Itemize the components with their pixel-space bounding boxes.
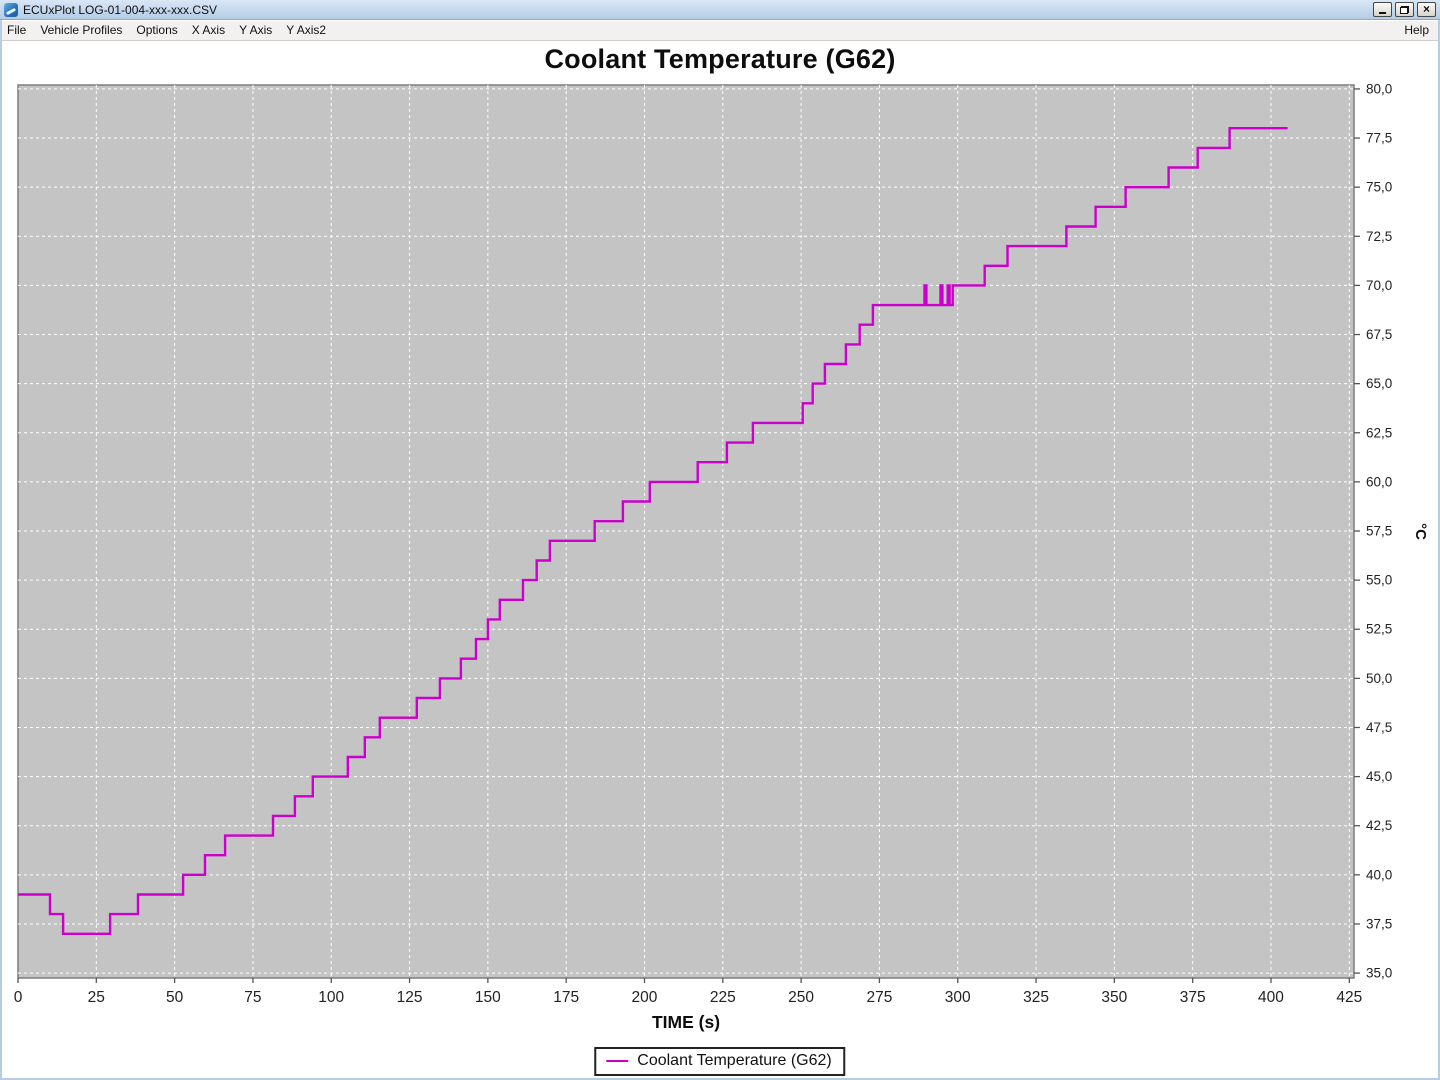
y-tick-label: 70,0 [1366, 278, 1392, 293]
y-tick-label: 67,5 [1366, 327, 1392, 342]
x-tick-label: 375 [1180, 989, 1206, 1006]
legend: Coolant Temperature (G62) [594, 1047, 846, 1076]
restore-icon [1400, 5, 1409, 14]
y-tick-label: 42,5 [1366, 818, 1392, 833]
y-tick-label: 72,5 [1366, 229, 1392, 244]
x-axis-label: TIME (s) [652, 1012, 720, 1032]
y-tick-label: 62,5 [1366, 425, 1392, 440]
minimize-icon [1379, 12, 1386, 14]
x-tick-label: 75 [244, 989, 261, 1006]
window-frame-right [1438, 20, 1440, 1080]
x-tick-label: 225 [710, 989, 736, 1006]
y-tick-label: 50,0 [1366, 671, 1392, 686]
y-tick-label: 52,5 [1366, 622, 1392, 637]
x-tick-label: 125 [397, 989, 423, 1006]
y-tick-label: 35,0 [1366, 966, 1392, 981]
y-tick-label: 80,0 [1366, 81, 1392, 96]
window-title: ECUxPlot LOG-01-004-xxx-xxx.CSV [23, 2, 218, 17]
y-tick-label: 60,0 [1366, 474, 1392, 489]
window-titlebar[interactable]: ECUxPlot LOG-01-004-xxx-xxx.CSV × [0, 0, 1440, 20]
x-tick-label: 425 [1336, 989, 1362, 1006]
series-line-coolant-temperature [18, 126, 1288, 935]
chart-region: Coolant Temperature (G62) 0 25 50 75 100 125 1… [0, 41, 1440, 1080]
window-buttons: × [1373, 2, 1436, 17]
y-tick-label: 75,0 [1366, 180, 1392, 195]
x-tick-label: 200 [632, 989, 658, 1006]
app-icon [4, 2, 18, 17]
legend-line-sample [606, 1060, 629, 1062]
plot-canvas: 0 25 50 75 100 125 150 175 200 225 250 275 300 325 350… [14, 81, 1429, 1032]
menu-item-y-axis[interactable]: Y Axis [239, 23, 273, 37]
x-tick-label: 175 [553, 989, 579, 1006]
chart-title: Coolant Temperature (G62) [544, 44, 896, 74]
x-tick-label: 350 [1101, 989, 1127, 1006]
x-tick-label: 275 [866, 989, 892, 1006]
legend-label: Coolant Temperature (G62) [637, 1052, 832, 1069]
x-tick-label: 250 [788, 989, 814, 1006]
menu-item-y-axis2[interactable]: Y Axis2 [286, 23, 327, 37]
x-tick-label: 300 [945, 989, 971, 1006]
restore-button[interactable] [1395, 2, 1414, 17]
y-tick-label: 47,5 [1366, 720, 1392, 735]
menu-item-options[interactable]: Options [136, 23, 178, 37]
y-tick-label: 57,5 [1366, 524, 1392, 539]
menu-items: File Vehicle Profiles Options X Axis Y Axis Y… [0, 21, 333, 40]
x-axis: 0 25 50 75 100 125 150 175 200 225 250 275 300 325 350… [14, 978, 1362, 1032]
y-tick-label: 55,0 [1366, 573, 1392, 588]
minimize-button[interactable] [1373, 2, 1392, 17]
y-axis-label: °C [1412, 523, 1429, 540]
y-tick-label: 65,0 [1366, 376, 1392, 391]
menu-item-vehicle-profiles[interactable]: Vehicle Profiles [40, 23, 123, 37]
close-icon: × [1422, 2, 1430, 16]
y-tick-label: 77,5 [1366, 131, 1392, 146]
menu-item-help[interactable]: Help [1404, 23, 1429, 37]
x-tick-label: 100 [318, 989, 344, 1006]
y-tick-label: 40,0 [1366, 867, 1392, 882]
x-tick-label: 50 [166, 989, 184, 1006]
y-tick-label: 37,5 [1366, 916, 1392, 931]
gridlines [18, 85, 1354, 978]
x-tick-label: 150 [475, 989, 501, 1006]
y-tick-label: 45,0 [1366, 769, 1392, 784]
menu-item-file[interactable]: File [7, 23, 27, 37]
x-tick-label: 325 [1023, 989, 1049, 1006]
x-tick-label: 25 [88, 989, 105, 1006]
x-tick-label: 0 [14, 989, 23, 1006]
menubar: File Vehicle Profiles Options X Axis Y Axis Y… [0, 21, 1440, 41]
window-frame-bottom [0, 1078, 1440, 1080]
window-frame-left [0, 20, 2, 1080]
menu-item-x-axis[interactable]: X Axis [191, 23, 226, 37]
close-button[interactable]: × [1417, 2, 1436, 17]
y-axis: 35,0 37,5 40,0 42,5 45,0 47,5 50,0 52,5 55,0 57,5… [1354, 81, 1429, 981]
x-tick-label: 400 [1258, 989, 1284, 1006]
